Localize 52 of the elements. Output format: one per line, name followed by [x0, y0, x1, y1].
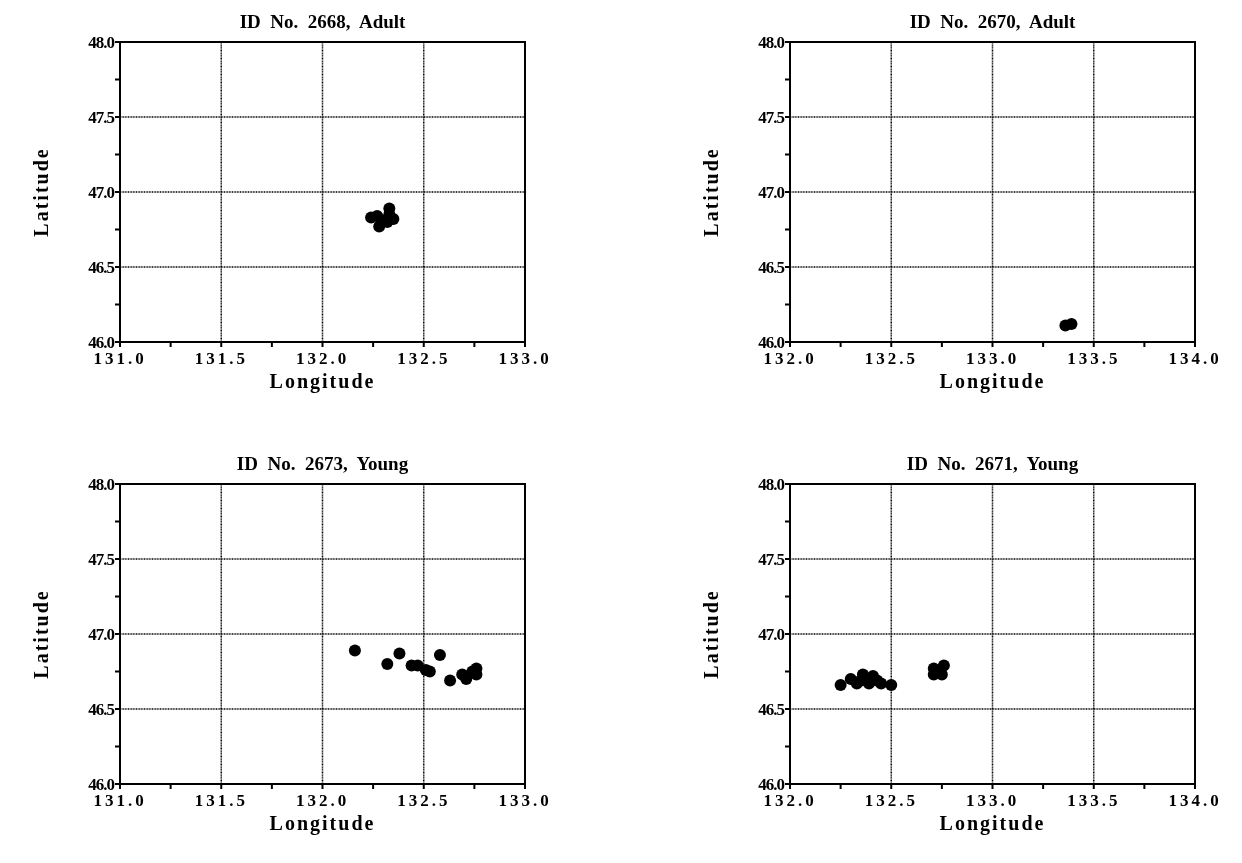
- x-tick-label: 134.0: [1168, 349, 1222, 368]
- y-axis-title: Latitude: [30, 147, 52, 237]
- x-tick-label: 132.0: [295, 791, 350, 810]
- chart-title: ID No. 2668, Adult: [239, 11, 407, 32]
- x-tick-label: 131.5: [194, 791, 248, 810]
- x-tick-label: 133.5: [1067, 791, 1121, 810]
- y-tick-label: 48.0: [758, 33, 785, 52]
- chart-title: ID No. 2671, Young: [906, 453, 1079, 474]
- x-tick-label: 132.5: [864, 349, 918, 368]
- y-tick-label: 47.5: [758, 550, 785, 569]
- y-tick-label: 46.0: [88, 333, 115, 352]
- x-tick-label: 132.5: [864, 791, 918, 810]
- x-tick-label: 133.5: [1067, 349, 1121, 368]
- x-tick-label: 132.0: [763, 791, 817, 810]
- y-tick-label: 47.5: [88, 550, 115, 569]
- x-tick-label: 131.0: [93, 791, 147, 810]
- x-tick-label: 133.0: [498, 791, 552, 810]
- y-tick-label: 46.5: [758, 258, 785, 277]
- x-tick-label: 133.0: [965, 349, 1020, 368]
- y-tick-label: 47.5: [758, 108, 785, 127]
- x-tick-label: 133.0: [498, 349, 552, 368]
- x-tick-label: 132.0: [763, 349, 817, 368]
- y-tick-label: 47.0: [88, 183, 115, 202]
- y-tick-label: 47.0: [758, 625, 785, 644]
- y-tick-label: 46.5: [758, 700, 785, 719]
- y-tick-label: 46.0: [88, 775, 115, 794]
- x-axis-title: Longitude: [939, 370, 1046, 393]
- x-tick-label: 134.0: [1168, 791, 1222, 810]
- x-tick-label: 132.5: [397, 791, 451, 810]
- y-tick-label: 46.5: [88, 258, 115, 277]
- y-axis-title: Latitude: [30, 589, 52, 679]
- y-tick-label: 47.5: [88, 108, 115, 127]
- x-tick-label: 132.0: [295, 349, 350, 368]
- y-axis-title: Latitude: [700, 589, 722, 679]
- y-axis-title: Latitude: [700, 147, 722, 237]
- y-tick-label: 47.0: [758, 183, 785, 202]
- x-tick-label: 131.5: [194, 349, 248, 368]
- y-tick-label: 46.0: [758, 333, 785, 352]
- chart-title: ID No. 2670, Adult: [909, 11, 1077, 32]
- y-tick-label: 46.5: [88, 700, 115, 719]
- y-tick-label: 46.0: [758, 775, 785, 794]
- y-tick-label: 48.0: [758, 475, 785, 494]
- y-tick-label: 48.0: [88, 475, 115, 494]
- x-axis-title: Longitude: [269, 370, 376, 393]
- x-tick-label: 132.5: [397, 349, 451, 368]
- x-axis-title: Longitude: [269, 812, 376, 835]
- y-tick-label: 47.0: [88, 625, 115, 644]
- x-tick-label: 131.0: [93, 349, 147, 368]
- x-axis-title: Longitude: [939, 812, 1046, 835]
- y-tick-label: 48.0: [88, 33, 115, 52]
- x-tick-label: 133.0: [965, 791, 1020, 810]
- chart-title: ID No. 2673, Young: [236, 453, 409, 474]
